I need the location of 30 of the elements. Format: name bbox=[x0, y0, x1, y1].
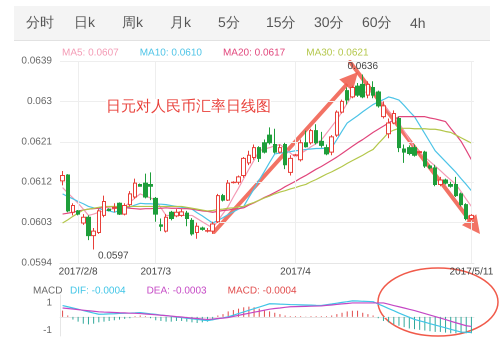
y-tick-label: 0.0594 bbox=[21, 258, 52, 268]
text: 15分 bbox=[265, 14, 297, 32]
chart-title: MACD bbox=[33, 286, 62, 296]
text: MA20: 0.0617 bbox=[222, 48, 286, 58]
x-tick-label: 2017/2/8 bbox=[58, 266, 98, 278]
series-label: DEA: -0.0003 bbox=[146, 286, 208, 296]
text: 60分 bbox=[361, 14, 393, 32]
y-tick-label: -1 bbox=[43, 325, 52, 336]
text: 30分 bbox=[313, 14, 345, 32]
x-tick-label: 2017/4 bbox=[280, 266, 312, 278]
text: 分时 bbox=[25, 14, 55, 32]
y-tick-label: 0.0639 bbox=[21, 56, 52, 66]
y-tick-label: 1 bbox=[46, 298, 52, 309]
text: 4h bbox=[409, 15, 427, 31]
text: 日k bbox=[73, 14, 96, 32]
text: 5分 bbox=[217, 14, 241, 32]
y-tick-label: 0.063 bbox=[26, 96, 52, 107]
y-tick-label: 0.0612 bbox=[21, 176, 52, 188]
y-tick-label: 0.0621 bbox=[21, 136, 52, 148]
series-label: MACD: -0.0004 bbox=[228, 286, 297, 296]
text: 周k bbox=[121, 14, 144, 32]
text: MA5: 0.0607 bbox=[62, 48, 120, 58]
annotation: 0.0597 bbox=[98, 250, 130, 262]
text: MA10: 0.0610 bbox=[140, 48, 202, 58]
text: MA30: 0.0621 bbox=[306, 48, 369, 58]
y-tick-label: 0.0603 bbox=[21, 217, 52, 228]
series-label: DIF: -0.0004 bbox=[70, 286, 126, 296]
annotation: 日元对人民币汇率日线图 bbox=[106, 98, 271, 115]
x-tick-label: 2017/3 bbox=[140, 266, 172, 278]
text: 月k bbox=[169, 14, 192, 32]
